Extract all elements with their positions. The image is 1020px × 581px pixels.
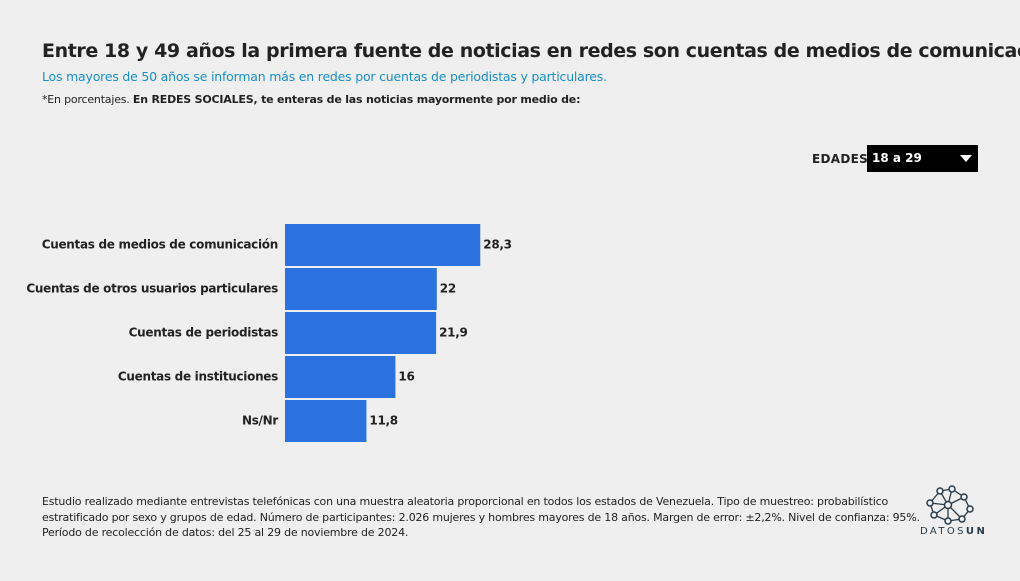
footer-line: Período de recolección de datos: del 25 … (42, 526, 409, 539)
dropdown-arrow[interactable] (960, 155, 972, 162)
bar (285, 224, 481, 266)
chart-title: Entre 18 y 49 años la primera fuente de … (42, 40, 1020, 62)
bar (285, 400, 367, 442)
logo-icon (926, 485, 974, 525)
question: En REDES SOCIALES, te enteras de las not… (132, 93, 581, 106)
category-label: Ns/Nr (242, 414, 278, 428)
unit-note: *En porcentajes. (42, 93, 130, 106)
value-label: 22 (440, 282, 456, 296)
footer-line: Estudio realizado mediante entrevistas t… (42, 495, 889, 508)
footer: Estudio realizado mediante entrevistas t… (42, 494, 920, 541)
chart: Cuentas de medios de comunicación 28,3 Cue… (26, 224, 512, 442)
note: *En porcentajes. En REDES SOCIALES, te e… (42, 93, 580, 106)
category-label: Cuentas de otros usuarios particulares (26, 282, 278, 296)
age-dropdown[interactable]: 18 a 29 (867, 145, 978, 172)
footer-line: estratificado por sexo y grupos de edad.… (42, 510, 920, 524)
value-label: 11,8 (369, 414, 397, 428)
category-label: Cuentas de instituciones (118, 370, 278, 384)
bar (285, 356, 396, 398)
bar (285, 268, 437, 310)
logo-text: DATOSUN (920, 526, 987, 537)
logo-part: UN (965, 526, 988, 537)
logo-part: DATOS (920, 526, 966, 537)
value-label: 28,3 (483, 238, 511, 252)
value-label: 16 (398, 370, 414, 384)
category-label: Cuentas de periodistas (129, 326, 278, 340)
chart-subtitle: Los mayores de 50 años se informan más e… (42, 69, 607, 84)
bar (285, 312, 437, 354)
value-label: 21,9 (439, 326, 467, 340)
filter-label: EDADES (812, 152, 869, 166)
dropdown-value[interactable]: 18 a 29 (872, 151, 922, 165)
category-label: Cuentas de medios de comunicación (42, 238, 278, 252)
